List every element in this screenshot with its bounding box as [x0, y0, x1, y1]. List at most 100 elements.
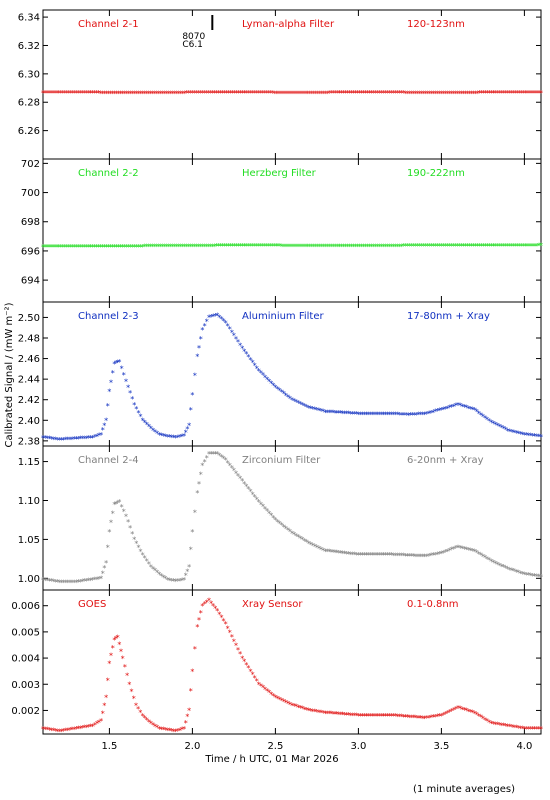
- panel-filter-label: Aluminium Filter: [242, 311, 325, 322]
- data-point: *: [116, 359, 120, 368]
- data-point: *: [217, 313, 221, 322]
- data-point: *: [493, 720, 497, 729]
- data-point: *: [139, 413, 143, 422]
- data-point: *: [80, 724, 84, 733]
- data-point: *: [117, 243, 121, 252]
- data-point: *: [388, 551, 392, 560]
- data-point: *: [101, 89, 105, 98]
- data-point: *: [230, 633, 234, 642]
- data-point: *: [537, 433, 541, 442]
- data-point: *: [288, 394, 292, 403]
- data-point: *: [70, 435, 74, 444]
- data-point: *: [134, 701, 138, 710]
- data-point: *: [172, 727, 176, 736]
- data-point: *: [423, 714, 427, 723]
- data-point: *: [41, 725, 45, 734]
- data-point: *: [119, 243, 123, 252]
- data-point: *: [425, 410, 429, 419]
- data-point: *: [314, 89, 318, 98]
- data-point: *: [172, 434, 176, 443]
- data-point: *: [507, 89, 511, 98]
- data-point: *: [124, 512, 128, 521]
- data-point: *: [446, 404, 450, 413]
- data-point: *: [520, 725, 524, 734]
- data-point: *: [386, 712, 390, 721]
- data-point: *: [147, 89, 151, 98]
- data-point: *: [145, 557, 149, 566]
- data-point: *: [531, 572, 535, 581]
- data-point: *: [397, 552, 401, 561]
- data-point: *: [53, 243, 57, 252]
- data-point: *: [195, 353, 199, 362]
- data-point: *: [465, 89, 469, 98]
- data-point: *: [41, 576, 45, 585]
- data-point: *: [384, 712, 388, 721]
- data-point: *: [427, 89, 431, 98]
- data-point: *: [57, 89, 61, 98]
- data-point: *: [539, 242, 543, 251]
- data-point: *: [246, 89, 250, 98]
- data-point: *: [273, 694, 277, 703]
- data-point: *: [143, 554, 147, 563]
- data-point: *: [71, 243, 75, 252]
- data-point: *: [481, 89, 485, 98]
- data-point: *: [120, 364, 124, 373]
- data-point: *: [404, 89, 408, 98]
- data-point: *: [292, 397, 296, 406]
- data-point: *: [207, 450, 211, 459]
- data-point: *: [466, 404, 470, 413]
- data-point: *: [125, 672, 129, 681]
- data-point: *: [213, 312, 217, 321]
- data-point: *: [61, 243, 65, 252]
- data-point: *: [489, 557, 493, 566]
- data-point: *: [503, 89, 507, 98]
- data-point: *: [95, 243, 99, 252]
- data-point: *: [351, 410, 355, 419]
- data-point: *: [251, 359, 255, 368]
- data-point: *: [51, 578, 55, 587]
- y-tick-label: 0.002: [11, 706, 40, 717]
- data-point: *: [81, 89, 85, 98]
- data-point: *: [298, 400, 302, 409]
- data-point: *: [317, 407, 321, 416]
- data-point: *: [338, 89, 342, 98]
- data-point: *: [194, 89, 198, 98]
- data-point: *: [190, 528, 194, 537]
- data-point: *: [49, 435, 53, 444]
- data-point: *: [70, 578, 74, 587]
- data-point: *: [72, 435, 76, 444]
- data-point: *: [376, 410, 380, 419]
- data-point: *: [58, 728, 62, 737]
- data-point: *: [122, 371, 126, 380]
- data-point: *: [489, 720, 493, 729]
- data-point: *: [159, 243, 163, 252]
- data-point: *: [502, 722, 506, 731]
- data-point: *: [242, 89, 246, 98]
- data-point: *: [514, 429, 518, 438]
- data-point: *: [531, 432, 535, 441]
- data-point: *: [87, 577, 91, 586]
- data-point: *: [258, 89, 262, 98]
- data-point: *: [165, 89, 169, 98]
- data-point: *: [453, 242, 457, 251]
- data-point: *: [226, 459, 230, 468]
- data-point: *: [535, 242, 539, 251]
- data-point: *: [106, 543, 110, 552]
- data-point: *: [136, 705, 140, 714]
- data-point: *: [362, 712, 366, 721]
- data-point: *: [141, 89, 145, 98]
- data-point: *: [242, 480, 246, 489]
- data-point: *: [382, 410, 386, 419]
- data-point: *: [93, 721, 97, 730]
- data-point: *: [524, 431, 528, 440]
- data-point: *: [394, 551, 398, 560]
- data-point: *: [197, 344, 201, 353]
- data-point: *: [522, 571, 526, 580]
- data-point: *: [334, 89, 338, 98]
- data-point: *: [286, 242, 290, 251]
- data-point: *: [419, 553, 423, 562]
- data-point: *: [111, 510, 115, 519]
- data-point: *: [65, 243, 69, 252]
- data-point: *: [149, 425, 153, 434]
- data-point: *: [479, 713, 483, 722]
